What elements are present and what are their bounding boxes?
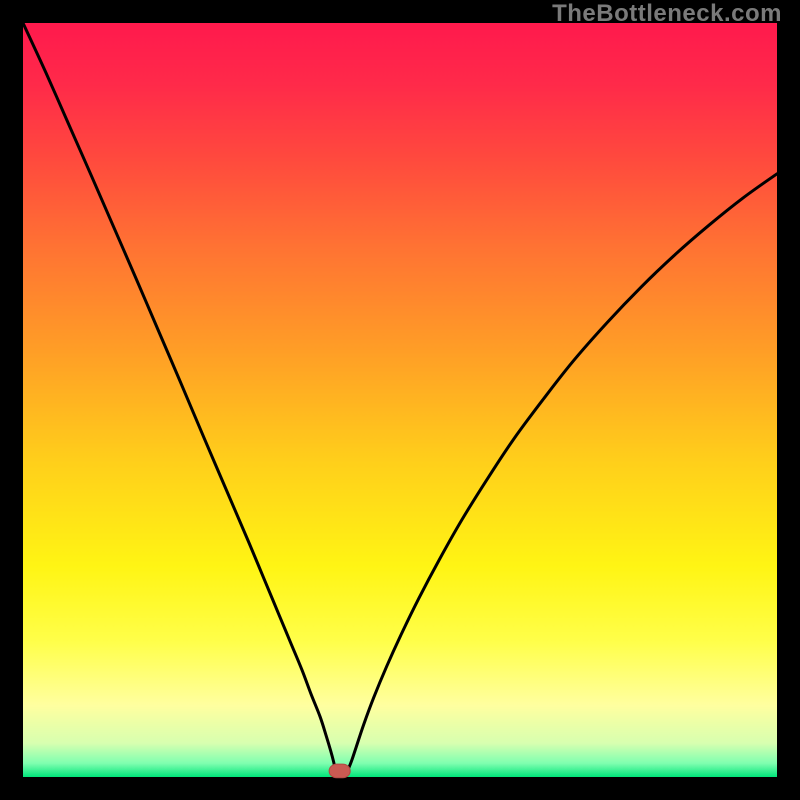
watermark-text: TheBottleneck.com [552, 0, 782, 28]
plot-area [23, 23, 777, 777]
marker-layer [23, 23, 777, 777]
outer-frame: TheBottleneck.com [0, 0, 800, 800]
optimal-point-marker [329, 764, 350, 778]
